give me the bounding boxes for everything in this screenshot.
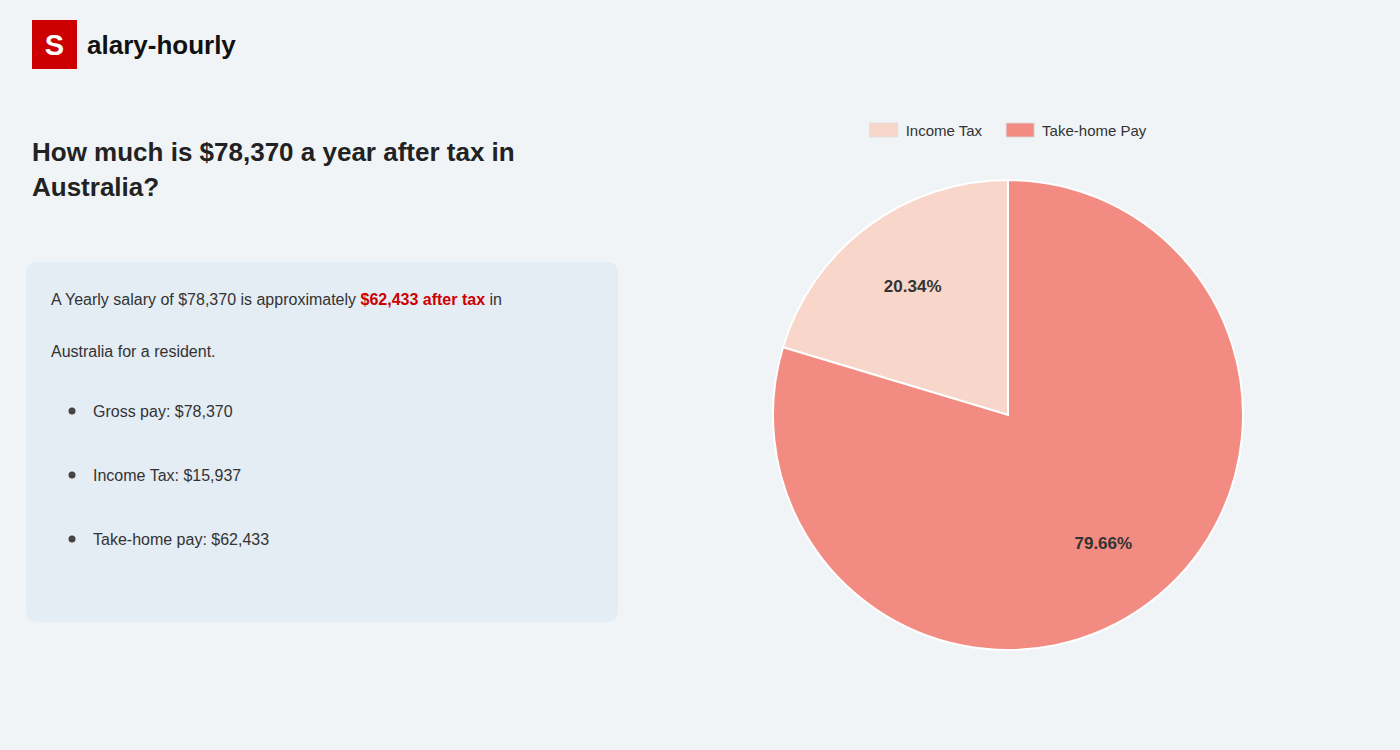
info-box [26,262,618,622]
data-labels: 20.34% 79.66% [884,277,1132,553]
legend-item: Income Tax [870,122,983,139]
bullet-text: Income Tax: $15,937 [93,467,241,484]
legend-swatch [1006,123,1034,137]
title: How much is $78,370 a year after tax in A… [32,137,515,202]
bullet-text: Take-home pay: $62,433 [93,531,269,548]
intro-line2: Australia for a resident. [51,343,216,360]
legend-swatch [870,123,898,137]
logo-text: alary-hourly [87,30,236,60]
bullet-text: Gross pay: $78,370 [93,403,233,420]
intro-text: A Yearly salary of $78,370 is approximat… [51,291,502,308]
title-line: Australia? [32,172,159,202]
title-line: How much is $78,370 a year after tax in [32,137,515,167]
legend: Income Tax Take-home Pay [870,122,1147,139]
bullet-dot [69,408,76,415]
logo-box [32,20,77,69]
chart-container: Salary-hourly How much is $78,370 a year … [0,0,1400,750]
legend-item: Take-home Pay [1006,122,1147,139]
data-label: 20.34% [884,277,942,296]
legend-label: Income Tax [906,122,983,139]
pie [773,180,1243,650]
chart-svg: Salary-hourly How much is $78,370 a year … [0,0,1400,750]
text-panel: Salary-hourly How much is $78,370 a year … [26,20,618,622]
pie-slice [773,180,1243,650]
background [0,0,1400,750]
intro-part: in [485,291,502,308]
intro-part: A Yearly salary of $78,370 is approximat… [51,291,361,308]
bullet-dot [69,472,76,479]
intro-highlight: $62,433 after tax [361,291,486,308]
logo-mark: S [45,29,64,61]
bullet-dot [69,536,76,543]
legend-label: Take-home Pay [1042,122,1147,139]
data-label: 79.66% [1074,534,1132,553]
